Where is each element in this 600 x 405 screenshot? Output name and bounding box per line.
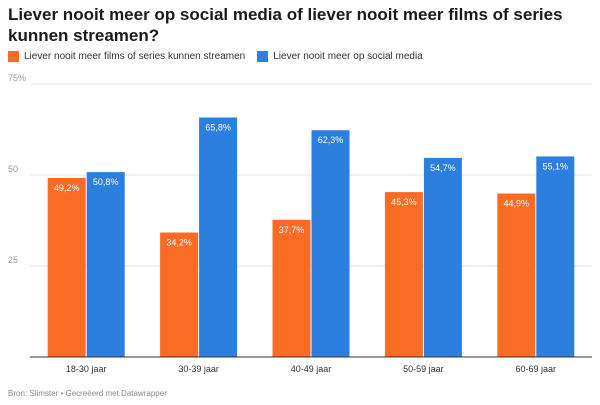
bar-social-4 [536,156,575,357]
bar-streaming-4 [497,193,536,357]
data-label-streaming-1: 34,2% [166,238,192,248]
y-tick-label-2: 25 [8,255,18,265]
chart-footer: Bron: Slimster • Gecreëerd met Datawrapp… [8,389,167,398]
legend-swatch-streaming [8,51,19,62]
data-label-social-0: 50,8% [93,177,119,187]
bar-social-2 [311,130,350,357]
bar-social-3 [423,157,462,357]
chart-title: Liever nooit meer op social media of lie… [8,5,563,45]
bar-social-0 [86,172,125,357]
bar-streaming-0 [47,177,86,357]
bar-social-1 [199,117,238,357]
x-tick-label-4: 60-69 jaar [516,364,557,374]
bar-streaming-3 [384,192,423,357]
legend-label-social: Liever nooit meer op social media [273,51,423,62]
y-tick-label-0: 75% [8,73,26,83]
data-label-social-4: 55,1% [543,161,569,171]
legend-label-streaming: Liever nooit meer films of series kunnen… [24,51,246,62]
x-tick-label-0: 18-30 jaar [66,364,107,374]
bar-streaming-2 [272,219,311,357]
bar-streaming-1 [160,232,199,357]
legend-swatch-social [257,51,269,62]
legend: Liever nooit meer films of series kunnen… [8,51,423,62]
data-label-social-1: 65,8% [205,122,231,132]
data-label-streaming-4: 44,9% [504,199,530,209]
x-tick-label-3: 50-59 jaar [403,364,444,374]
data-label-streaming-2: 37,7% [279,225,305,235]
data-label-social-2: 62,3% [318,135,344,145]
y-tick-label-1: 50 [8,164,18,174]
legend-item-social: Liever nooit meer op social media [257,51,423,62]
x-tick-label-1: 30-39 jaar [178,364,219,374]
x-tick-label-2: 40-49 jaar [291,364,332,374]
data-label-streaming-0: 49,2% [54,183,80,193]
data-label-social-3: 54,7% [430,163,456,173]
data-label-streaming-3: 45,3% [391,197,417,207]
legend-item-streaming: Liever nooit meer films of series kunnen… [8,51,245,62]
